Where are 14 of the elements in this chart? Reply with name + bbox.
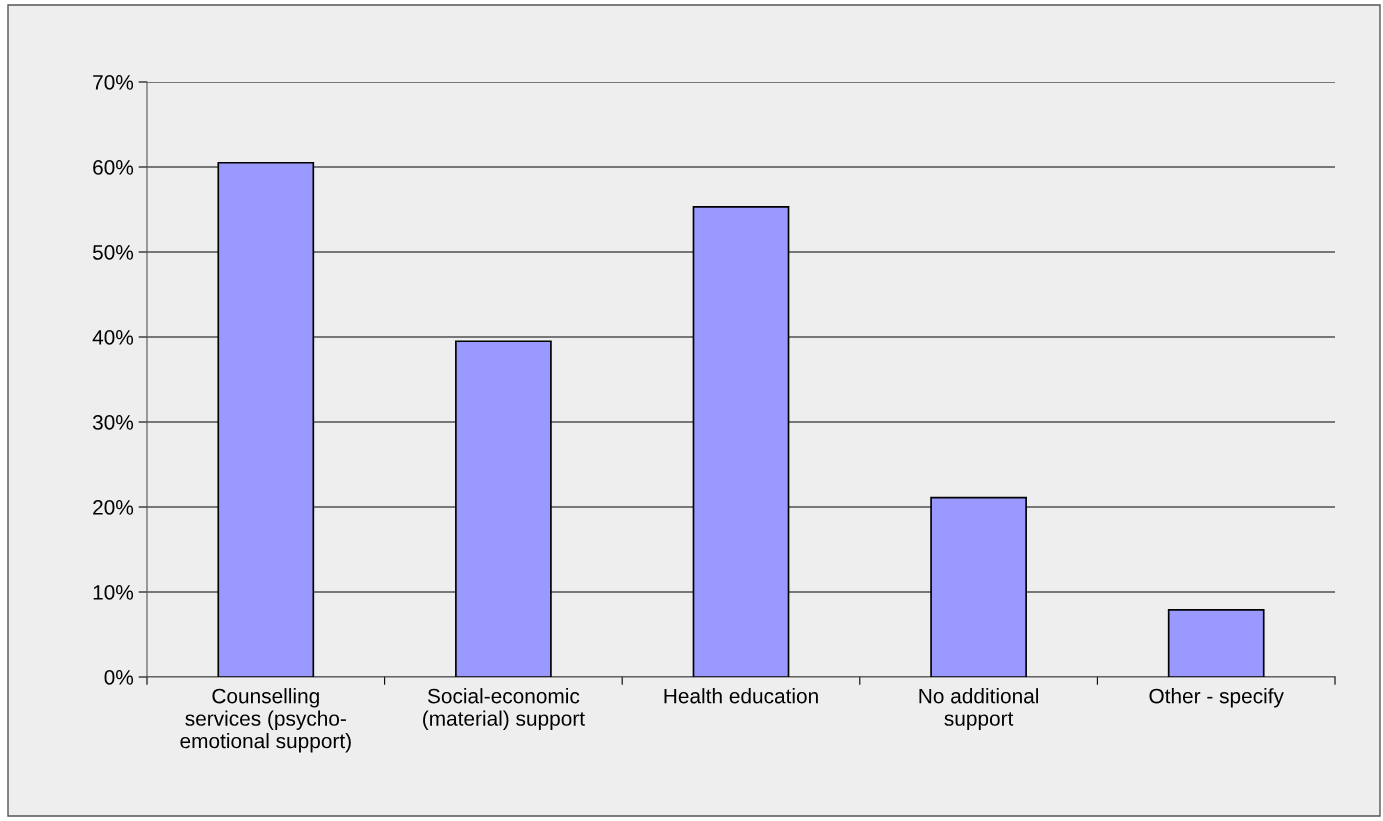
- y-tick-label: 20%: [93, 500, 134, 515]
- y-tick-label: 50%: [92, 245, 134, 260]
- y-tick-label: 0%: [104, 670, 134, 685]
- x-tick-label: No additional support: [919, 688, 1039, 730]
- y-tick-label: 70%: [93, 75, 134, 90]
- x-tick-label: Social-economic (material) support: [423, 688, 585, 730]
- y-tick-label: 40%: [92, 330, 134, 345]
- x-tick-label: Counselling services (psycho- emotional support): [180, 688, 351, 753]
- y-tick-label: 60%: [93, 160, 134, 175]
- y-tick-label: 30%: [92, 415, 134, 430]
- y-tick-label: 10%: [93, 585, 134, 600]
- x-tick-label: Other - specify: [1149, 688, 1284, 708]
- bar: [1167, 609, 1265, 677]
- x-tick-label: Health education: [664, 688, 818, 704]
